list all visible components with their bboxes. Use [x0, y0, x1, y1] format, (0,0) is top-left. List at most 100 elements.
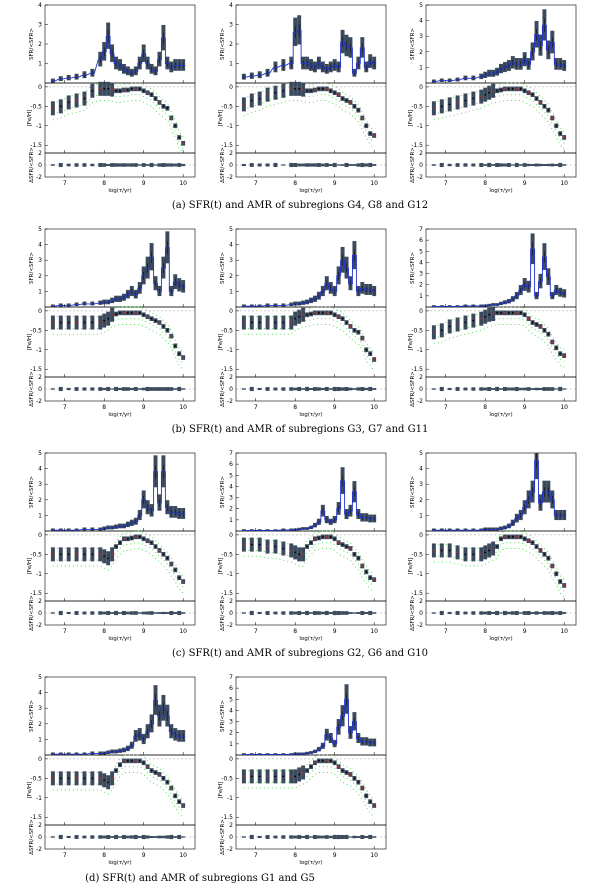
amr-point [130, 87, 133, 90]
dsfr-box [157, 835, 162, 839]
amr-point [321, 535, 324, 538]
amr-point [111, 553, 114, 556]
dsfr-box [487, 387, 492, 391]
amr-point [329, 535, 332, 538]
dsfr-box [125, 163, 130, 167]
dsfr-ytick-label: -2 [227, 846, 233, 853]
dsfr-box [364, 611, 369, 615]
amr-point [182, 142, 185, 145]
dsfr-box [293, 835, 298, 839]
dsfr-box [82, 163, 87, 167]
dsfr-box [177, 834, 182, 840]
xtick-label: 9 [333, 404, 337, 411]
x-axis-label: log(τ/yr) [489, 188, 512, 194]
amr-point [258, 775, 261, 778]
amr-axis-label: [Fe/H] [27, 558, 33, 575]
amr-point [154, 545, 157, 548]
amr-ytick-label: -1.5 [221, 814, 233, 821]
amr-point [527, 539, 530, 542]
dsfr-box [439, 610, 444, 616]
amr-point [507, 311, 510, 314]
sfr-ytick-label: 5 [229, 226, 233, 233]
amr-point [91, 89, 94, 92]
dsfr-box [550, 163, 555, 167]
xtick-label: 7 [63, 404, 67, 411]
dsfr-box [74, 387, 79, 391]
sfr-ytick-label: 4 [38, 242, 42, 249]
dsfr-box [499, 612, 503, 614]
dsfr-box [447, 611, 452, 615]
amr-point [150, 541, 153, 544]
dsfr-box [510, 164, 515, 166]
dsfr-axis-label: ΔSFR/<SFR> [29, 819, 35, 855]
dsfr-box [312, 163, 317, 167]
dsfr-box [257, 611, 262, 615]
amr-point [464, 99, 467, 102]
amr-trend-line [52, 772, 184, 818]
dsfr-box [447, 387, 452, 391]
dsfr-box [562, 612, 567, 614]
amr-point [103, 87, 106, 90]
amr-trend-line [52, 94, 184, 150]
sfr-axis-label: SFR/<SFR> [29, 28, 35, 60]
sfr-ytick-label: 5 [419, 248, 423, 255]
dsfr-box [324, 835, 329, 839]
xtick-label: 8 [293, 180, 297, 187]
dsfr-box [463, 611, 468, 615]
amr-point [492, 313, 495, 315]
sfr-ytick-label: 3 [229, 22, 233, 29]
amr-point [373, 804, 376, 807]
amr-point [559, 580, 562, 583]
dsfr-box [173, 611, 178, 615]
dsfr-box [316, 835, 321, 839]
amr-point [365, 348, 368, 351]
amr-point [242, 103, 245, 106]
sfr-ytick-label: 2 [419, 49, 423, 56]
amr-point [341, 317, 344, 320]
dsfr-box [344, 834, 349, 840]
dsfr-box [336, 611, 341, 615]
dsfr-box [281, 611, 286, 615]
xtick-label: 8 [483, 628, 487, 635]
amr-ytick-label: -1.5 [411, 142, 423, 149]
dsfr-box [125, 611, 130, 615]
dsfr-box [114, 610, 119, 616]
amr-point [134, 87, 137, 90]
dsfr-box [506, 387, 511, 391]
sfr-axis-label: SFR/<SFR> [29, 476, 35, 508]
dsfr-box [558, 610, 563, 616]
amr-point [126, 311, 129, 314]
dsfr-box [340, 164, 345, 166]
amr-point [337, 315, 340, 318]
dsfr-ytick-label: 0 [38, 610, 42, 617]
dsfr-box [137, 836, 142, 838]
amr-trend-line [243, 100, 375, 148]
dsfr-box [289, 611, 294, 615]
dsfr-box [348, 612, 353, 614]
panel-G4: 1 2 3 4 SFR/<SFR> 0 -0.5 -1 -1.5 [Fe/H] 2 0 -2ΔSFR/<… [27, 2, 196, 194]
amr-point [314, 311, 316, 314]
amr-trend-line [52, 82, 184, 138]
dsfr-box [149, 611, 154, 615]
amr-axis-label: [Fe/H] [218, 110, 224, 127]
dsfr-box [297, 835, 302, 839]
dsfr-box [332, 162, 337, 168]
amr-point [258, 97, 261, 100]
amr-point [174, 124, 177, 127]
amr-point [166, 107, 169, 110]
dsfr-box [50, 612, 55, 614]
dsfr-ytick-label: -2 [36, 174, 42, 181]
dsfr-axis-label: ΔSFR/<SFR> [410, 595, 416, 631]
panel-G3: 1 2 3 4 5 SFR/<SFR> 0 -0.5 -1 -1.5 [Fe/H] 2 0 -2ΔSFR/… [27, 226, 196, 418]
dsfr-box [554, 388, 559, 390]
dsfr-box [550, 387, 555, 391]
amr-point [440, 105, 443, 108]
dsfr-box [129, 835, 134, 839]
dsfr-box [241, 163, 246, 167]
amr-point [302, 88, 305, 91]
xtick-label: 9 [333, 180, 337, 187]
amr-point [103, 319, 106, 322]
amr-point [314, 761, 316, 764]
amr-point [294, 551, 297, 554]
sfr-ytick-label: 6 [419, 237, 423, 244]
